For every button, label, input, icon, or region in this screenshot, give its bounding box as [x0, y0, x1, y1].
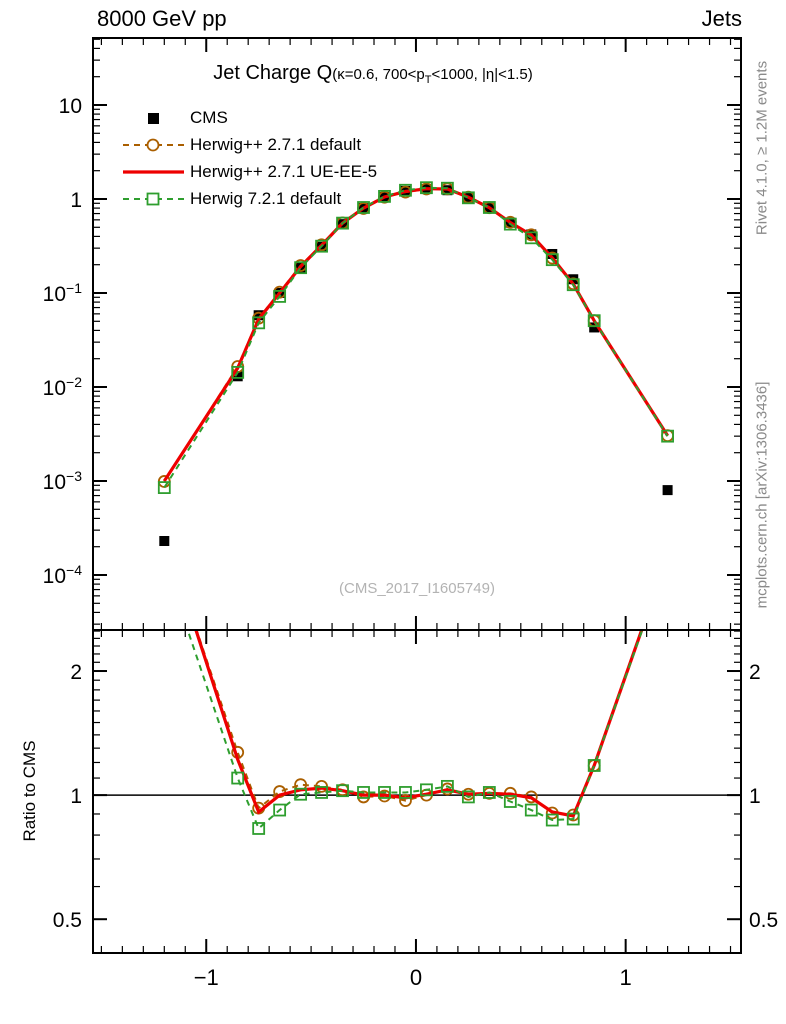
- herwigpp-ueee5-ratio-line: [194, 630, 644, 818]
- herwig7-default-marker: [441, 181, 454, 195]
- herwig7-default-marker: [399, 183, 412, 197]
- herwigpp-default-ratio-marker: [662, 551, 673, 562]
- herwig7-default-marker: [294, 261, 308, 275]
- herwig7-default-ratio-marker: [378, 786, 391, 799]
- herwig7-default-ratio-marker: [587, 759, 601, 772]
- herwigpp-default-ratio-marker: [399, 794, 412, 807]
- herwig7-default-marker: [336, 216, 349, 230]
- y-main-tick-label: 10−2: [43, 374, 83, 400]
- herwig7-default-marker: [231, 365, 245, 379]
- herwig7-default-marker: [157, 481, 171, 494]
- plot-title: Jet Charge Q(κ=0.6, 700<pT<1000, |η|<1.5…: [93, 62, 653, 86]
- main-panel-frame: [92, 37, 742, 631]
- y-ratio-tick-label-left: 2: [70, 661, 82, 684]
- legend-marker-open-circle: [146, 138, 160, 152]
- x-tick-label: −1: [194, 965, 219, 990]
- herwig7-default-ratio-marker: [420, 783, 433, 797]
- ratio-panel-frame: [92, 629, 742, 954]
- herwig7-default-ratio-marker: [503, 795, 517, 808]
- plot-title-main: Jet Charge Q: [213, 62, 333, 84]
- legend-marker-open-square: [146, 192, 160, 206]
- y-main-tick-label: 10−3: [43, 468, 83, 494]
- y-main-tick-label: 10: [59, 95, 82, 118]
- herwig7-default-ratio-marker: [524, 803, 538, 817]
- y-ratio-tick-label-left: 0.5: [53, 909, 82, 932]
- herwig7-default-marker: [545, 253, 559, 267]
- cms-data-point: [589, 322, 600, 333]
- herwig7-default-marker: [378, 189, 391, 203]
- legend-marker-cms: [148, 113, 159, 124]
- legend-label-herwigpp-ueee5: Herwig++ 2.7.1 UE-EE-5: [190, 162, 378, 181]
- herwig7-default-marker: [315, 239, 328, 253]
- herwigpp-default-line: [163, 187, 669, 482]
- herwig7-default-ratio-marker: [566, 812, 580, 826]
- herwig7-default-ratio-marker: [252, 822, 266, 835]
- herwig7-default-ratio-marker: [336, 784, 349, 798]
- herwig7-default-marker: [661, 429, 675, 443]
- analysis-group-label: Jets: [701, 6, 742, 31]
- y-ratio-tick-label-right: 1: [749, 785, 761, 808]
- herwig7-default-marker: [461, 191, 475, 205]
- herwig7-default-ratio-marker: [545, 813, 559, 827]
- herwig7-default-marker: [273, 290, 287, 303]
- herwig7-default-marker: [357, 201, 370, 214]
- cms-data-point: [232, 371, 243, 382]
- herwig7-default-ratio-line: [186, 630, 644, 831]
- x-tick-label: 1: [620, 965, 632, 990]
- main-panel-data: [157, 181, 675, 547]
- y-ratio-tick-label-left: 1: [70, 785, 82, 808]
- herwig7-default-marker: [503, 217, 517, 231]
- herwig7-default-ratio-marker: [159, 555, 170, 566]
- y-ratio-tick-label-right: 0.5: [749, 909, 778, 932]
- herwig7-default-ratio-marker: [273, 803, 287, 817]
- herwigpp-ueee5-line: [162, 187, 669, 482]
- y-main-tick-label: 1: [70, 189, 82, 212]
- herwig7-default-ratio-marker: [662, 553, 673, 564]
- analysis-id-watermark: (CMS_2017_I1605749): [339, 580, 495, 597]
- beam-energy-label: 8000 GeV pp: [97, 6, 227, 31]
- herwig7-default-ratio-marker: [315, 786, 328, 799]
- herwig7-default-ratio-marker: [357, 786, 370, 799]
- herwig7-default-ratio-marker: [294, 787, 308, 801]
- y-main-tick-label: 10−4: [43, 562, 83, 588]
- cms-data-point: [159, 536, 170, 547]
- herwig7-default-ratio-marker: [399, 786, 412, 799]
- ratio-panel-data: [159, 551, 673, 835]
- herwig7-default-ratio-marker: [461, 790, 475, 804]
- herwig7-default-marker: [524, 231, 538, 245]
- herwig7-default-marker: [566, 278, 580, 292]
- legend-label-cms: CMS: [190, 108, 228, 127]
- cms-data-point: [253, 310, 264, 321]
- x-tick-label: 0: [410, 965, 422, 990]
- cms-data-point: [662, 485, 673, 496]
- herwig7-default-marker: [482, 201, 496, 214]
- herwig7-default-ratio-marker: [482, 786, 496, 799]
- pt-subscript: T: [424, 74, 432, 86]
- y-main-tick-label: 10−1: [43, 280, 83, 306]
- herwig7-default-ratio-marker: [441, 779, 454, 793]
- herwig7-default-marker: [252, 316, 266, 330]
- herwig7-default-marker: [587, 314, 601, 328]
- legend-label-herwig7-default: Herwig 7.2.1 default: [190, 189, 342, 208]
- herwig7-default-line: [163, 186, 669, 489]
- y-ratio-tick-label-right: 2: [749, 661, 761, 684]
- herwig7-default-marker: [420, 181, 433, 195]
- plot-title-params: (κ=0.6, 700<pT<1000, |η|<1.5): [332, 66, 533, 86]
- herwig7-default-ratio-marker: [231, 771, 245, 785]
- legend-label-herwigpp-default: Herwig++ 2.7.1 default: [190, 135, 362, 154]
